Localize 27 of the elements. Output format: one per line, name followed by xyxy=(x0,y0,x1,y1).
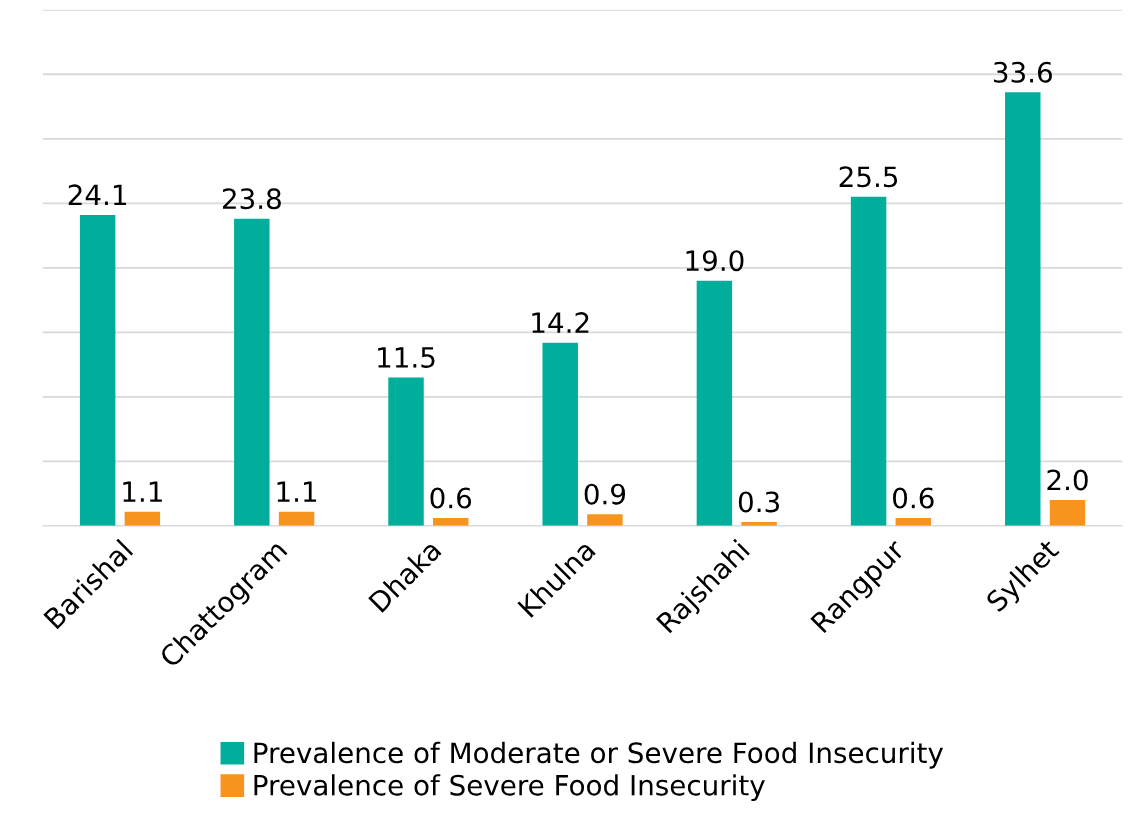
data-label: 11.5 xyxy=(378,347,435,368)
data-label: 25.5 xyxy=(839,166,898,188)
data-label: 14.2 xyxy=(532,312,589,333)
bar xyxy=(1005,92,1041,526)
bar xyxy=(79,214,116,526)
data-label: 0.6 xyxy=(430,487,472,509)
bar xyxy=(278,511,315,526)
data-label: 33.6 xyxy=(993,61,1052,83)
data-label: 0.6 xyxy=(893,487,934,509)
bar xyxy=(234,218,270,526)
data-label: 0.9 xyxy=(584,483,626,505)
bar xyxy=(696,280,733,526)
bar xyxy=(388,377,424,526)
legend-label: Prevalence of Moderate or Severe Food Insecurity xyxy=(254,741,944,769)
data-label: 1.1 xyxy=(123,481,162,502)
bar xyxy=(542,342,578,526)
bar xyxy=(1049,500,1086,526)
data-label: 19.0 xyxy=(686,250,744,272)
legend-label: Prevalence of Severe Food Insecurity xyxy=(254,774,765,802)
data-label: 24.1 xyxy=(68,184,126,205)
data-label: 1.1 xyxy=(277,481,317,502)
data-label: 0.3 xyxy=(738,491,779,513)
bar xyxy=(124,511,161,526)
bar xyxy=(587,514,623,526)
data-label: 23.8 xyxy=(222,188,281,210)
bar xyxy=(850,196,887,526)
data-label: 2.0 xyxy=(1047,469,1088,491)
